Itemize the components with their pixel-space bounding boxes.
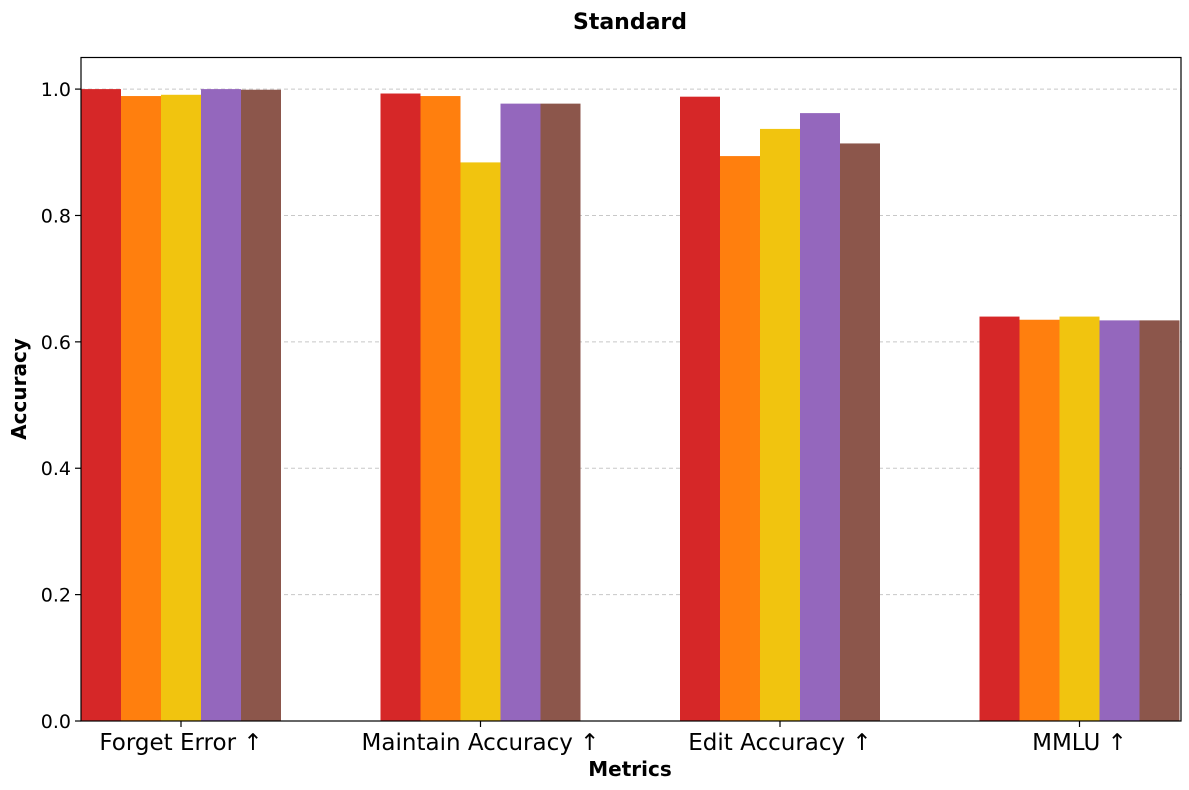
bar-2-series-5 xyxy=(540,103,581,722)
y-axis-label: Accuracy xyxy=(7,338,31,440)
bar-4-series-5 xyxy=(1139,320,1180,721)
bar-3-series-5 xyxy=(840,143,880,722)
bar-3-series-3 xyxy=(760,128,800,721)
x-tick-label: Forget Error ↑ xyxy=(99,730,262,756)
y-tick-label: 0.0 xyxy=(41,711,71,733)
bar-4-series-1 xyxy=(979,316,1020,721)
bar-1-series-3 xyxy=(161,94,201,722)
y-tick-label: 0.6 xyxy=(41,332,71,354)
y-tick-label: 0.4 xyxy=(41,458,71,480)
bar-2-series-2 xyxy=(420,96,461,721)
bar-4-series-3 xyxy=(1059,316,1100,721)
bar-1-series-4 xyxy=(201,89,241,722)
tick-layer: 0.0 0.2 0.4 0.6 0.8 1.0 Forget Error ↑ Maintain… xyxy=(41,79,1127,756)
chart-title: Standard xyxy=(573,10,687,35)
x-tick-label: MMLU ↑ xyxy=(1032,730,1127,756)
y-tick-label: 0.8 xyxy=(41,205,71,227)
x-tick-label: Edit Accuracy ↑ xyxy=(688,730,871,756)
bar-3-series-2 xyxy=(720,156,760,721)
y-tick-label: 1.0 xyxy=(41,79,71,101)
y-tick-label: 0.2 xyxy=(41,585,71,607)
plot-frame xyxy=(80,56,1182,722)
x-axis-label: Metrics xyxy=(588,757,672,781)
x-tick-label: Maintain Accuracy ↑ xyxy=(362,730,600,756)
bar-4-series-4 xyxy=(1099,320,1140,721)
bar-2-series-3 xyxy=(460,162,501,722)
bar-layer xyxy=(81,89,1180,722)
bar-2-series-1 xyxy=(380,93,421,722)
bar-3-series-1 xyxy=(680,96,720,721)
bar-1-series-1 xyxy=(81,89,121,722)
bar-1-series-5 xyxy=(241,89,281,721)
bar-1-series-2 xyxy=(121,96,161,721)
bar-4-series-2 xyxy=(1019,319,1060,721)
bar-2-series-4 xyxy=(500,103,541,722)
bar-3-series-4 xyxy=(800,113,840,722)
